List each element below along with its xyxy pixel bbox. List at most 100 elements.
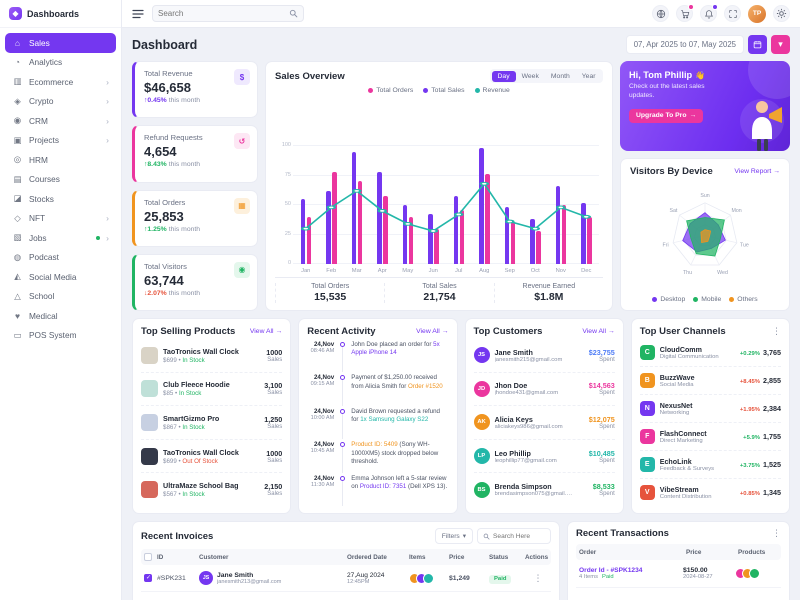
view-all-link[interactable]: View All → <box>249 328 283 335</box>
notifications-button[interactable] <box>700 4 718 22</box>
legend-dot <box>693 297 699 302</box>
chart-legend: Total Orders Total Sales Revenue <box>275 87 603 94</box>
column-header[interactable]: Items <box>409 553 426 561</box>
row-actions-button[interactable]: ⋮ <box>533 572 543 583</box>
transaction-order-id[interactable]: Order Id - #SPK1234 <box>579 567 643 574</box>
promo-illustration <box>740 99 784 151</box>
product-name: TaoTronics Wall Clock <box>163 447 239 457</box>
sidebar-item[interactable]: ◉ CRM › <box>5 111 116 131</box>
activity-link[interactable]: Product ID: 5409 <box>351 441 398 449</box>
product-meta: $699 • Out Of Stock <box>163 457 218 465</box>
timeline <box>338 339 347 373</box>
channel-name: EchoLink <box>659 457 692 466</box>
channel-icon: B <box>639 373 655 388</box>
legend-item: Others <box>729 296 758 303</box>
select-all-checkbox[interactable] <box>144 553 152 561</box>
sidebar-item-icon: ◔ <box>14 57 21 68</box>
sidebar-item-label: Crypto <box>29 96 54 107</box>
bar <box>402 205 407 264</box>
fullscreen-button[interactable] <box>724 5 741 22</box>
trend-arrow-icon: ↓ <box>144 289 148 297</box>
sidebar-item-label: NFT <box>29 213 46 224</box>
sidebar-item[interactable]: ▤ Courses <box>5 170 116 190</box>
invoice-status: Paid <box>489 572 525 584</box>
transaction-row: Order Id - #SPK1234 4 Items Paid $150.00 … <box>576 560 781 588</box>
column-header[interactable]: Actions <box>525 553 549 561</box>
channel-name: NexusNet <box>659 401 693 410</box>
sidebar-item[interactable]: ▥ Ecommerce › <box>5 72 116 92</box>
timeline-dot <box>340 408 346 414</box>
bar <box>530 219 535 264</box>
column-header[interactable]: ID <box>157 553 164 561</box>
channel-row: B BuzzWave Social Media +8.45% 2,855 <box>639 366 781 394</box>
column-header[interactable]: Price <box>449 553 465 561</box>
card-menu-button[interactable]: ⋮ <box>772 326 781 336</box>
row-checkbox[interactable] <box>144 574 152 582</box>
sidebar-item[interactable]: ◇ NFT › <box>5 209 116 229</box>
calendar-button[interactable] <box>748 35 767 54</box>
activity-link[interactable]: Product ID: 7351 <box>359 482 407 490</box>
product-row: TaoTronics Wall Clock $699 • In Stock 10… <box>141 339 282 372</box>
card-menu-button[interactable]: ⋮ <box>772 528 781 538</box>
sidebar-item[interactable]: ▣ Projects › <box>5 131 116 151</box>
stat-icon: ▦ <box>234 197 250 214</box>
date-filter-dropdown-button[interactable]: ▾ <box>771 35 790 54</box>
cart-button[interactable] <box>676 4 694 22</box>
settings-gear-button[interactable] <box>773 5 790 22</box>
column-header[interactable]: Ordered Date <box>347 553 387 561</box>
column-header[interactable]: Customer <box>199 553 229 561</box>
sidebar-item[interactable]: ▧ Jobs › <box>5 228 116 248</box>
sidebar-item-icon: ◍ <box>13 251 22 262</box>
chevron-right-icon: › <box>106 76 109 87</box>
sidebar-item[interactable]: ◪ Stocks <box>5 189 116 209</box>
activity-link[interactable]: 5x Apple iPhone 14 <box>351 341 440 357</box>
sidebar-item[interactable]: ◈ Crypto › <box>5 92 116 112</box>
invoice-search-input[interactable] <box>493 532 545 540</box>
card-title: Top Selling Products <box>141 326 236 337</box>
upgrade-to-pro-button[interactable]: Upgrade To Pro → <box>629 108 704 123</box>
sidebar-item[interactable]: ♥ Medical <box>5 306 116 326</box>
channel-row: C CloudComm Digital Communication +0.29%… <box>639 339 781 366</box>
stat-icon: $ <box>234 69 250 85</box>
sidebar-item[interactable]: ◍ Podcast <box>5 248 116 268</box>
bar-group-nov <box>555 186 566 264</box>
hamburger-menu-icon[interactable] <box>132 9 144 19</box>
user-avatar[interactable]: TP <box>748 4 766 23</box>
sidebar-item-label: Projects <box>29 135 59 146</box>
activity-link[interactable]: Order #1520 <box>407 382 443 390</box>
language-button[interactable] <box>652 5 669 22</box>
product-sales: 1000 <box>266 347 283 357</box>
recent-activity-card: Recent Activity View All → 24,Nov 08:46 … <box>298 318 458 514</box>
product-row: UltraMaze School Bag $567 • In Stock 2,1… <box>141 472 283 506</box>
sidebar-item-label: Medical <box>29 310 58 321</box>
date-range[interactable]: 07, Apr 2025 to 07, May 2025 <box>625 35 744 54</box>
sidebar-item[interactable]: ⌂ Sales <box>5 33 116 53</box>
activity-link[interactable]: 1x Samsung Galaxy S22 <box>360 416 429 424</box>
sidebar-item[interactable]: △ School <box>5 287 116 307</box>
range-tab[interactable]: Month <box>550 72 570 80</box>
card-title: Top User Channels <box>639 326 726 337</box>
range-tab[interactable]: Week <box>521 72 539 80</box>
radar-legend: Desktop Mobile Others <box>630 294 780 303</box>
device-radar-chart: Sun Mon Tue Wed Thu Fri Sat <box>663 193 749 276</box>
view-all-link[interactable]: View All → <box>582 328 615 335</box>
range-tab[interactable]: Year <box>581 72 596 80</box>
sidebar-item[interactable]: ◔ Analytics <box>5 53 116 73</box>
customer-avatar: JD <box>473 380 490 397</box>
transactions-table-header: Order Price Products <box>576 544 781 560</box>
page-title: Dashboard <box>132 37 198 52</box>
activity-time: 09:15 AM <box>310 381 335 388</box>
column-header[interactable]: Status <box>489 553 509 561</box>
search-input[interactable] <box>158 9 285 18</box>
sidebar-item[interactable]: ◎ HRM <box>5 150 116 170</box>
activity-time: 10:00 AM <box>310 414 335 421</box>
search-icon[interactable] <box>289 9 298 18</box>
sidebar-item-label: POS System <box>29 330 77 341</box>
range-tab[interactable]: Day <box>491 70 516 82</box>
view-all-link[interactable]: View All → <box>416 328 449 335</box>
sidebar-item[interactable]: ◭ Social Media <box>5 267 116 287</box>
filters-button[interactable]: Filters ▾ <box>434 528 473 544</box>
view-report-link[interactable]: View Report → <box>734 168 780 175</box>
sidebar-item[interactable]: ▭ POS System <box>5 326 116 346</box>
